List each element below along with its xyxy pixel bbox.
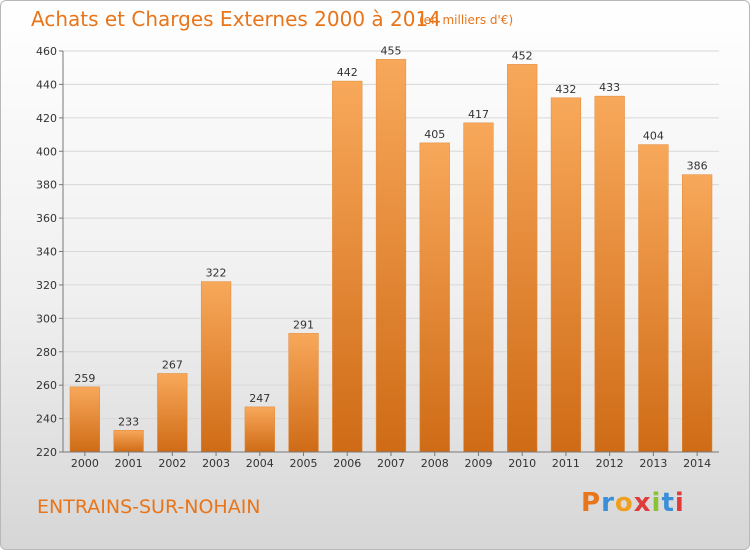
x-tick-label-2002: 2002 bbox=[158, 457, 186, 470]
logo-letter: i bbox=[651, 488, 662, 518]
bar-2000 bbox=[69, 386, 100, 453]
x-tick-label-2000: 2000 bbox=[71, 457, 99, 470]
bar-2001 bbox=[113, 430, 144, 453]
data-label-2013: 404 bbox=[643, 130, 664, 143]
bar-2012 bbox=[594, 95, 625, 453]
x-tick-label-2012: 2012 bbox=[596, 457, 624, 470]
y-tick-label: 220 bbox=[36, 446, 57, 459]
y-tick-label: 260 bbox=[36, 379, 57, 392]
data-label-2014: 386 bbox=[687, 160, 708, 173]
bar-2009 bbox=[463, 122, 494, 453]
x-tick-label-2003: 2003 bbox=[202, 457, 230, 470]
x-tick-label-2010: 2010 bbox=[508, 457, 536, 470]
data-label-2007: 455 bbox=[381, 44, 402, 57]
x-tick-label-2013: 2013 bbox=[639, 457, 667, 470]
data-label-2003: 322 bbox=[206, 267, 227, 280]
data-label-2012: 433 bbox=[599, 81, 620, 94]
y-tick-label: 280 bbox=[36, 346, 57, 359]
y-tick-label: 420 bbox=[36, 112, 57, 125]
bar-2002 bbox=[157, 373, 188, 453]
chart-title: Achats et Charges Externes 2000 à 2014 bbox=[31, 7, 441, 31]
data-label-2009: 417 bbox=[468, 108, 489, 121]
data-label-2004: 247 bbox=[249, 392, 270, 405]
x-tick-label-2007: 2007 bbox=[377, 457, 405, 470]
logo-letter: x bbox=[633, 488, 652, 518]
y-tick-label: 300 bbox=[36, 312, 57, 325]
logo-letter: t bbox=[661, 488, 675, 518]
bar-2005 bbox=[288, 333, 319, 453]
data-label-2002: 267 bbox=[162, 358, 183, 371]
bar-2011 bbox=[550, 97, 582, 453]
bar-2014 bbox=[682, 174, 713, 453]
y-tick-label: 320 bbox=[36, 279, 57, 292]
data-label-2010: 452 bbox=[512, 49, 533, 62]
logo-letter: o bbox=[614, 488, 634, 518]
logo-letter: i bbox=[674, 488, 685, 518]
y-tick-label: 460 bbox=[36, 45, 57, 58]
logo-letter: P bbox=[581, 488, 602, 518]
bar-2006 bbox=[332, 80, 363, 453]
y-tick-label: 340 bbox=[36, 246, 57, 259]
x-tick-label-2005: 2005 bbox=[290, 457, 318, 470]
data-label-2006: 442 bbox=[337, 66, 358, 79]
x-tick-label-2006: 2006 bbox=[333, 457, 361, 470]
data-label-2008: 405 bbox=[424, 128, 445, 141]
y-tick-label: 380 bbox=[36, 179, 57, 192]
y-tick-label: 400 bbox=[36, 145, 57, 158]
proxiti-logo[interactable]: Proxiti bbox=[581, 488, 685, 518]
axes: 220 240 260 280 300 320 340 360 380 400 420 440 460 2… bbox=[36, 45, 719, 470]
x-tick-label-2011: 2011 bbox=[552, 457, 580, 470]
y-tick-label: 360 bbox=[36, 212, 57, 225]
x-tick-label-2014: 2014 bbox=[683, 457, 711, 470]
y-tick-label: 440 bbox=[36, 78, 57, 91]
x-tick-label-2001: 2001 bbox=[115, 457, 143, 470]
chart-subtitle: (en milliers d'€) bbox=[419, 13, 514, 27]
bar-2013 bbox=[638, 144, 669, 453]
logo-letter: r bbox=[601, 488, 615, 518]
data-label-2005: 291 bbox=[293, 318, 314, 331]
bar-2004 bbox=[244, 406, 275, 453]
x-tick-label-2008: 2008 bbox=[421, 457, 449, 470]
data-label-2000: 259 bbox=[74, 372, 95, 385]
x-tick-label-2009: 2009 bbox=[464, 457, 492, 470]
bar-2003 bbox=[200, 281, 232, 453]
bars: 259 233 267 322 247 291 442 455 405 417 452 432 433 4… bbox=[69, 44, 713, 453]
y-tick-label: 240 bbox=[36, 413, 57, 426]
x-tick-label-2004: 2004 bbox=[246, 457, 274, 470]
commune-name: ENTRAINS-SUR-NOHAIN bbox=[37, 496, 261, 518]
bar-2008 bbox=[419, 142, 450, 453]
data-label-2001: 233 bbox=[118, 415, 139, 428]
bar-2010 bbox=[507, 64, 538, 453]
data-label-2011: 432 bbox=[555, 83, 576, 96]
bar-2007 bbox=[375, 59, 407, 453]
